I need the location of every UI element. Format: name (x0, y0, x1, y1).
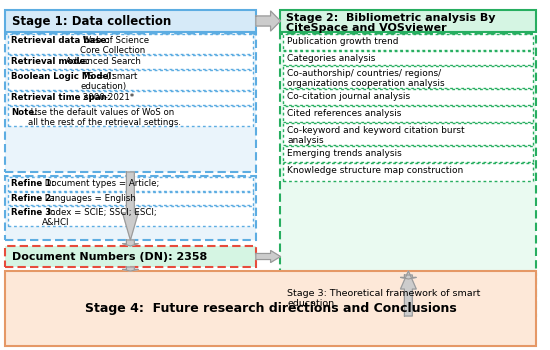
Text: Knowledge structure map construction: Knowledge structure map construction (287, 166, 464, 175)
Text: Emerging trends analysis: Emerging trends analysis (287, 149, 402, 158)
Text: Stage 4:  Future research directions and Conclusions: Stage 4: Future research directions and … (85, 302, 456, 315)
FancyBboxPatch shape (8, 55, 253, 69)
FancyBboxPatch shape (5, 10, 256, 32)
Polygon shape (123, 240, 138, 246)
FancyBboxPatch shape (8, 34, 253, 54)
Text: Note:: Note: (11, 108, 37, 117)
Polygon shape (256, 251, 280, 262)
FancyBboxPatch shape (5, 271, 536, 346)
FancyBboxPatch shape (8, 177, 253, 191)
Text: education: education (287, 299, 334, 308)
FancyBboxPatch shape (280, 10, 536, 32)
Text: Stage 3: Theoretical framework of smart: Stage 3: Theoretical framework of smart (287, 289, 481, 298)
FancyBboxPatch shape (8, 192, 253, 205)
Text: Co-citation journal analysis: Co-citation journal analysis (287, 92, 410, 101)
Text: Retrieval time span:: Retrieval time span: (11, 93, 110, 102)
Polygon shape (123, 267, 138, 271)
FancyBboxPatch shape (8, 206, 253, 226)
FancyBboxPatch shape (5, 176, 256, 240)
FancyBboxPatch shape (8, 91, 253, 105)
Text: Co-authorship/ countries/ regions/
organizations cooperation analysis: Co-authorship/ countries/ regions/ organ… (287, 69, 445, 89)
Text: Document types = Article;: Document types = Article; (42, 179, 160, 188)
Text: Cited references analysis: Cited references analysis (287, 109, 402, 118)
Text: Stage 2:  Bibliometric analysis By: Stage 2: Bibliometric analysis By (287, 13, 496, 23)
FancyBboxPatch shape (8, 70, 253, 90)
FancyBboxPatch shape (283, 89, 534, 105)
Text: Co-keyword and keyword citation burst
analysis: Co-keyword and keyword citation burst an… (287, 126, 465, 145)
Polygon shape (256, 11, 280, 31)
Text: Refine 1:: Refine 1: (11, 179, 54, 188)
FancyBboxPatch shape (283, 106, 534, 122)
Polygon shape (400, 275, 416, 279)
Text: Categories analysis: Categories analysis (287, 54, 376, 63)
FancyBboxPatch shape (283, 66, 534, 88)
Text: Retrieval mode:: Retrieval mode: (11, 57, 89, 66)
Text: Publication growth trend: Publication growth trend (287, 37, 399, 46)
FancyBboxPatch shape (8, 106, 253, 126)
Text: Use the default values of WoS on
all the rest of the retrieval settings.: Use the default values of WoS on all the… (28, 108, 181, 127)
FancyBboxPatch shape (5, 34, 256, 172)
FancyBboxPatch shape (280, 34, 536, 275)
FancyBboxPatch shape (283, 146, 534, 162)
Text: Web of Science
Core Collection: Web of Science Core Collection (80, 36, 149, 55)
Text: Languages = English: Languages = English (42, 194, 136, 203)
Text: 2000-2021*: 2000-2021* (80, 93, 134, 102)
FancyBboxPatch shape (283, 163, 534, 181)
FancyBboxPatch shape (283, 123, 534, 145)
Text: Advanced Search: Advanced Search (63, 57, 141, 66)
Text: Refine 2:: Refine 2: (11, 194, 54, 203)
FancyBboxPatch shape (5, 246, 256, 267)
Text: Stage 1: Data collection: Stage 1: Data collection (12, 14, 171, 28)
Text: Document Numbers (DN): 2358: Document Numbers (DN): 2358 (12, 252, 207, 261)
Text: CiteSpace and VOSviewer: CiteSpace and VOSviewer (287, 23, 447, 33)
Text: Refine 3:: Refine 3: (11, 208, 54, 217)
FancyBboxPatch shape (283, 34, 534, 50)
Text: Index = SCIE; SSCI; ESCI;
A&HCI: Index = SCIE; SSCI; ESCI; A&HCI (42, 208, 157, 228)
Text: Retrieval data base:: Retrieval data base: (11, 36, 109, 45)
FancyBboxPatch shape (283, 51, 534, 65)
FancyBboxPatch shape (280, 279, 536, 316)
Text: Boolean Logic Model:: Boolean Logic Model: (11, 72, 115, 81)
Polygon shape (123, 172, 138, 240)
Polygon shape (400, 271, 416, 316)
Text: TS = ( smart
education): TS = ( smart education) (80, 72, 138, 91)
